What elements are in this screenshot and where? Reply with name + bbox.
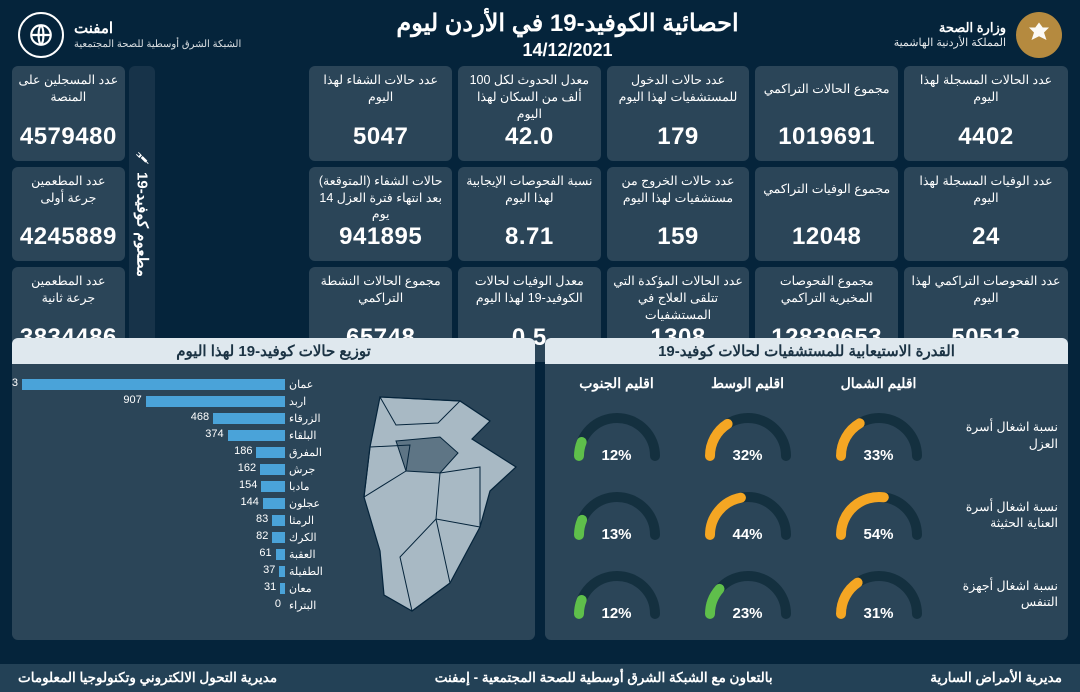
gov-name: العقبة — [289, 548, 327, 561]
gov-name: معان — [289, 582, 327, 595]
capacity-panel: القدرة الاستيعابية للمستشفيات لحالات كوف… — [545, 338, 1068, 640]
gov-name: اربد — [289, 395, 327, 408]
stat-card: عدد الوفيات المسجلة لهذا اليوم24 — [904, 167, 1068, 262]
stat-card: مجموع الوفيات التراكمي12048 — [755, 167, 898, 262]
gauge: 32% — [686, 402, 809, 470]
gauge-col-header: اقليم الجنوب — [555, 375, 678, 392]
ministry-block: وزارة الصحة المملكة الأردنية الهاشمية — [894, 12, 1062, 58]
stats-grid: عدد الحالات المسجلة لهذا اليوم4402 مجموع… — [0, 66, 1080, 330]
cases-bar-row: جرش162 — [22, 461, 327, 478]
lower-panels: القدرة الاستيعابية للمستشفيات لحالات كوف… — [0, 330, 1080, 640]
gauge-col-header: اقليم الشمال — [817, 375, 940, 392]
cases-bar-row: عجلون144 — [22, 495, 327, 512]
gauge: 33% — [817, 402, 940, 470]
gauge-col-header: اقليم الوسط — [686, 375, 809, 392]
brand-line2: الشبكة الشرق أوسطية للصحة المجتمعية — [74, 38, 241, 51]
header: وزارة الصحة المملكة الأردنية الهاشمية اح… — [0, 0, 1080, 66]
footer-right: مديرية الأمراض السارية — [930, 670, 1062, 686]
cases-bar-row: العقبة61 — [22, 546, 327, 563]
gov-name: البتراء — [289, 599, 327, 612]
cases-bar-row: اربد907 — [22, 393, 327, 410]
header-title-block: احصائية الكوفيد-19 في الأردن ليوم 14/12/… — [241, 9, 893, 61]
stat-card: عدد حالات الدخول للمستشفيات لهذا اليوم17… — [607, 66, 750, 161]
cases-bar-row: الرمثا83 — [22, 512, 327, 529]
cases-bar-row: مادبا154 — [22, 478, 327, 495]
coat-of-arms-icon — [1016, 12, 1062, 58]
footer-left: مديرية التحول الالكتروني وتكنولوجيا المع… — [18, 670, 277, 686]
cases-panel-title: توزيع حالات كوفيد-19 لهذا اليوم — [12, 338, 535, 364]
footer-center: بالتعاون مع الشبكة الشرق أوسطية للصحة ال… — [435, 670, 773, 686]
stat-card: حالات الشفاء (المتوقعة) بعد انتهاء فترة … — [309, 167, 452, 262]
gov-name: عجلون — [289, 497, 327, 510]
gov-name: الرمثا — [289, 514, 327, 527]
gauge: 54% — [817, 481, 940, 549]
stat-card: عدد حالات الخروج من مستشفيات لهذا اليوم1… — [607, 167, 750, 262]
gov-name: البلقاء — [289, 429, 327, 442]
gov-name: الكرك — [289, 531, 327, 544]
gov-name: الطفيلة — [289, 565, 327, 578]
gauge: 44% — [686, 481, 809, 549]
ministry-line1: وزارة الصحة — [894, 19, 1006, 37]
report-date: 14/12/2021 — [241, 40, 893, 61]
stat-card: عدد الحالات المسجلة لهذا اليوم4402 — [904, 66, 1068, 161]
gauge: 12% — [555, 402, 678, 470]
globe-icon — [18, 12, 64, 58]
gauge: 12% — [555, 560, 678, 628]
gauge: 31% — [817, 560, 940, 628]
cases-bar-row: البلقاء374 — [22, 427, 327, 444]
jordan-map — [335, 372, 525, 632]
gauge-row-label: نسبة اشغال أسرة العناية الحثيثة — [948, 499, 1058, 532]
cases-panel: توزيع حالات كوفيد-19 لهذا اليوم عمان1713… — [12, 338, 535, 640]
vaccine-card: عدد المسجلين على المنصة4579480 — [12, 66, 125, 161]
stat-card: نسبة الفحوصات الإيجابية لهذا اليوم8.71 — [458, 167, 601, 262]
vaccine-card: عدد المطعمين جرعة أولى4245889 — [12, 167, 125, 262]
stat-card: معدل الحدوث لكل 100 ألف من السكان لهذا ا… — [458, 66, 601, 161]
ministry-line2: المملكة الأردنية الهاشمية — [894, 36, 1006, 51]
cases-bar-row: معان31 — [22, 580, 327, 597]
gov-name: مادبا — [289, 480, 327, 493]
stat-card: مجموع الحالات التراكمي1019691 — [755, 66, 898, 161]
footer: مديرية الأمراض السارية بالتعاون مع الشبك… — [0, 664, 1080, 692]
gov-name: جرش — [289, 463, 327, 476]
capacity-panel-title: القدرة الاستيعابية للمستشفيات لحالات كوف… — [545, 338, 1068, 364]
cases-bar-row: الطفيلة37 — [22, 563, 327, 580]
gov-name: المفرق — [289, 446, 327, 459]
brand-block: امفنت الشبكة الشرق أوسطية للصحة المجتمعي… — [18, 12, 241, 58]
gov-name: عمان — [289, 378, 327, 391]
cases-bar-row: عمان1713 — [22, 376, 327, 393]
gauge: 13% — [555, 481, 678, 549]
cases-bar-row: الزرقاء468 — [22, 410, 327, 427]
brand-line1: امفنت — [74, 19, 241, 39]
cases-bar-row: البتراء0 — [22, 597, 327, 614]
cases-bar-row: الكرك82 — [22, 529, 327, 546]
syringe-icon — [134, 150, 150, 166]
gov-name: الزرقاء — [289, 412, 327, 425]
gauge-row-label: نسبة اشغال أجهزة التنفس — [948, 578, 1058, 611]
stat-card: عدد حالات الشفاء لهذا اليوم5047 — [309, 66, 452, 161]
gauge: 23% — [686, 560, 809, 628]
cases-bar-chart: عمان1713اربد907الزرقاء468البلقاء374المفر… — [22, 372, 329, 632]
vaccine-tab: مطعوم كوفيد-19 — [129, 66, 155, 362]
gauge-row-label: نسبة اشغال أسرة العزل — [948, 419, 1058, 452]
cases-bar-row: المفرق186 — [22, 444, 327, 461]
page-title: احصائية الكوفيد-19 في الأردن ليوم — [241, 9, 893, 38]
vaccine-column: مطعوم كوفيد-19 عدد المسجلين على المنصة45… — [12, 66, 155, 362]
